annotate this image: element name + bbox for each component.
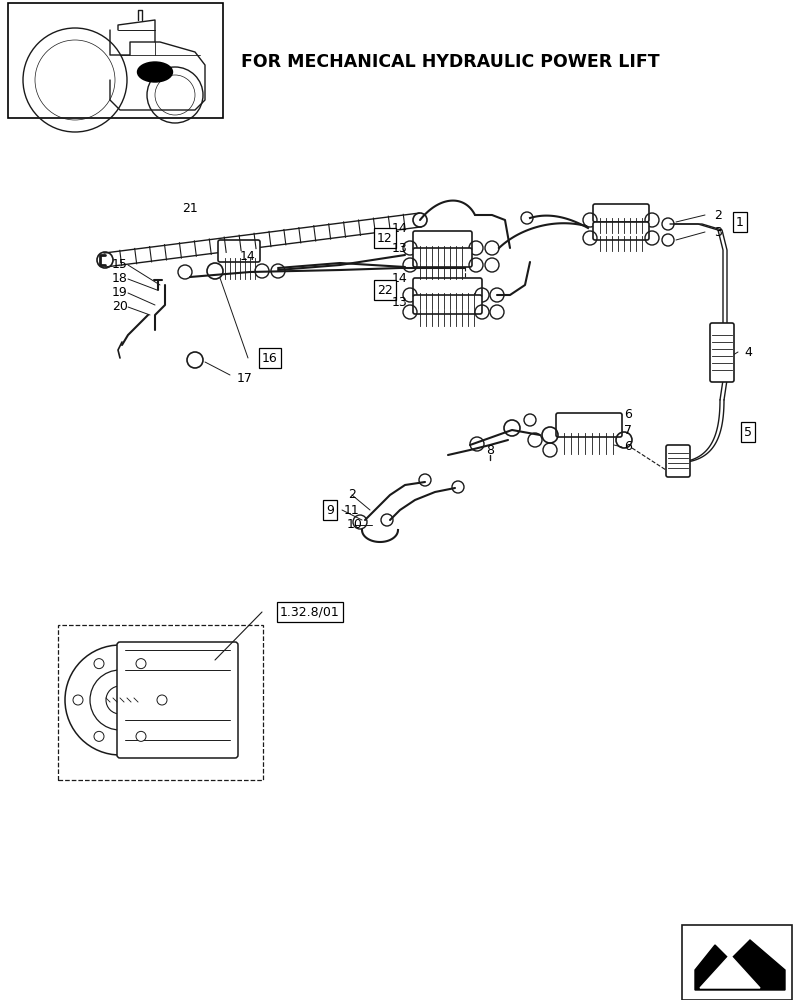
FancyBboxPatch shape: [592, 222, 648, 240]
FancyBboxPatch shape: [217, 240, 260, 262]
Circle shape: [94, 659, 104, 669]
Text: 2: 2: [713, 209, 721, 222]
Text: 14: 14: [392, 222, 407, 235]
Text: 1.32.8/01: 1.32.8/01: [280, 605, 340, 618]
FancyBboxPatch shape: [117, 642, 238, 758]
Polygon shape: [699, 955, 759, 988]
FancyBboxPatch shape: [681, 925, 791, 1000]
FancyBboxPatch shape: [709, 323, 733, 382]
FancyBboxPatch shape: [592, 204, 648, 222]
Text: 22: 22: [376, 284, 393, 296]
Text: 21: 21: [182, 202, 198, 215]
Text: 7: 7: [623, 424, 631, 436]
FancyBboxPatch shape: [58, 625, 263, 780]
Circle shape: [157, 695, 167, 705]
FancyBboxPatch shape: [8, 3, 223, 118]
Text: 13: 13: [392, 241, 407, 254]
Text: 12: 12: [376, 232, 393, 244]
Text: 2: 2: [348, 488, 355, 502]
FancyBboxPatch shape: [413, 231, 471, 250]
FancyBboxPatch shape: [413, 295, 482, 314]
Text: 3: 3: [713, 226, 721, 239]
Text: 5: 5: [743, 426, 751, 438]
FancyBboxPatch shape: [665, 445, 689, 477]
Text: 8: 8: [486, 444, 493, 456]
Circle shape: [135, 731, 146, 741]
Text: 19: 19: [112, 286, 127, 300]
Text: 6: 6: [624, 440, 631, 454]
Text: 10: 10: [346, 518, 363, 532]
Ellipse shape: [137, 62, 172, 82]
Text: 18: 18: [112, 272, 127, 286]
Text: 9: 9: [326, 504, 333, 516]
Text: 6: 6: [624, 408, 631, 422]
Text: FOR MECHANICAL HYDRAULIC POWER LIFT: FOR MECHANICAL HYDRAULIC POWER LIFT: [240, 53, 659, 71]
Text: 15: 15: [112, 258, 127, 271]
Circle shape: [73, 695, 83, 705]
Text: 11: 11: [344, 504, 359, 516]
FancyBboxPatch shape: [413, 248, 471, 267]
Circle shape: [94, 731, 104, 741]
Text: 16: 16: [262, 352, 277, 364]
FancyBboxPatch shape: [413, 278, 482, 297]
Text: 14: 14: [240, 249, 255, 262]
Text: 17: 17: [237, 371, 252, 384]
Text: 14: 14: [392, 271, 407, 284]
Text: 4: 4: [743, 346, 751, 359]
Text: 13: 13: [392, 296, 407, 308]
Text: 20: 20: [112, 300, 127, 314]
Text: 1: 1: [735, 216, 743, 229]
FancyBboxPatch shape: [556, 413, 621, 437]
Polygon shape: [694, 940, 784, 990]
Circle shape: [135, 659, 146, 669]
